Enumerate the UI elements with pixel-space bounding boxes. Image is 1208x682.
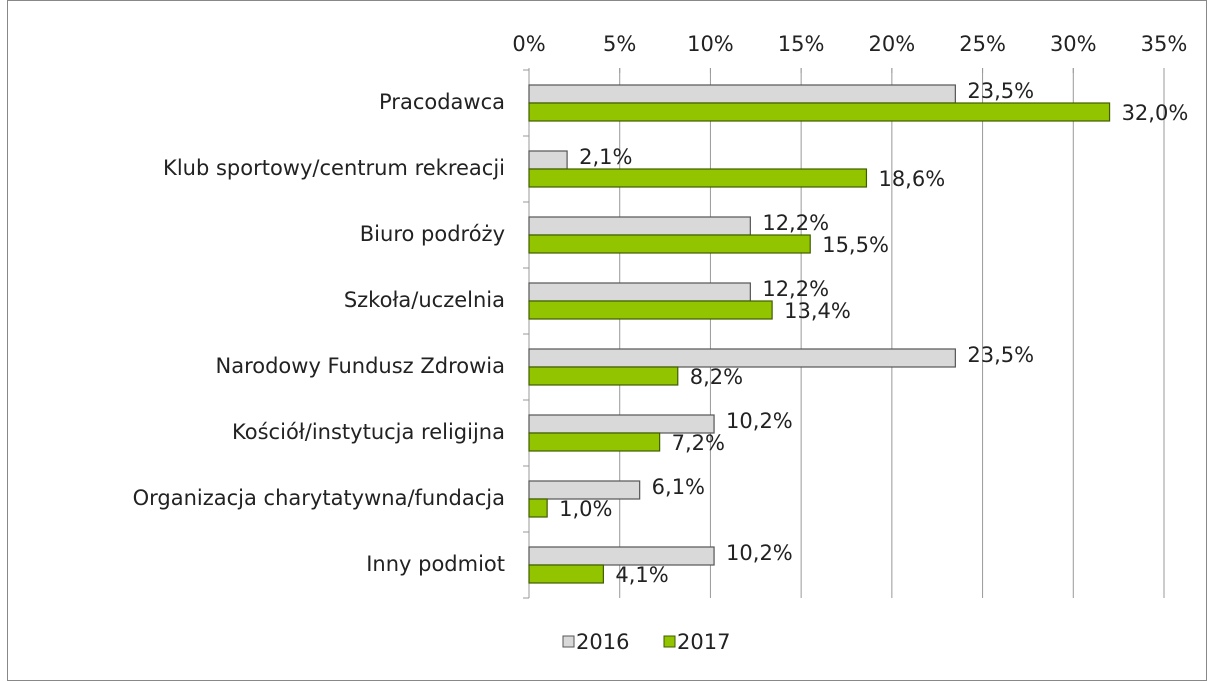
x-tick-label: 35% [1141,32,1188,56]
data-label: 2,1% [579,145,632,169]
x-tick-label: 10% [687,32,734,56]
legend-label: 2017 [677,630,730,654]
y-tick-label: Narodowy Fundusz Zdrowia [216,354,506,378]
bar [528,300,773,320]
data-label: 10,2% [726,541,793,565]
data-label: 12,2% [762,277,829,301]
bar [528,366,679,386]
y-tick-label: Kościół/instytucja religijna [232,420,505,444]
bar [528,216,751,236]
data-label: 1,0% [559,497,612,521]
data-label: 4,1% [615,563,668,587]
bar [528,282,751,302]
bar [528,234,811,254]
data-label: 6,1% [652,475,705,499]
bar [528,546,715,566]
legend-label: 2016 [576,630,629,654]
data-label: 18,6% [878,167,945,191]
data-label: 7,2% [672,431,725,455]
data-label: 12,2% [762,211,829,235]
y-tick-label: Klub sportowy/centrum rekreacji [163,156,505,180]
x-tick-label: 30% [1050,32,1097,56]
y-tick-label: Inny podmiot [366,552,505,576]
y-tick-label: Organizacja charytatywna/fundacja [133,486,505,510]
x-tick-label: 5% [603,32,636,56]
bar [528,348,956,368]
x-tick-label: 0% [512,32,545,56]
bar [528,564,604,584]
legend-swatch [663,635,676,648]
bar [528,102,1111,122]
data-label: 15,5% [822,233,889,257]
data-label: 13,4% [784,299,851,323]
bar [528,498,548,518]
bar [528,150,568,170]
data-label: 10,2% [726,409,793,433]
data-label: 23,5% [967,343,1034,367]
x-tick-label: 20% [869,32,916,56]
data-label: 23,5% [967,79,1034,103]
x-tick-label: 15% [778,32,825,56]
y-tick-label: Szkoła/uczelnia [344,288,505,312]
data-label: 8,2% [690,365,743,389]
data-label: 32,0% [1122,101,1189,125]
y-tick-label: Pracodawca [379,90,505,114]
y-tick-label: Biuro podróży [360,222,505,246]
legend-swatch [562,635,575,648]
x-tick-label: 25% [959,32,1006,56]
bar [528,432,661,452]
bar [528,480,641,500]
bar [528,168,868,188]
bar [528,84,956,104]
